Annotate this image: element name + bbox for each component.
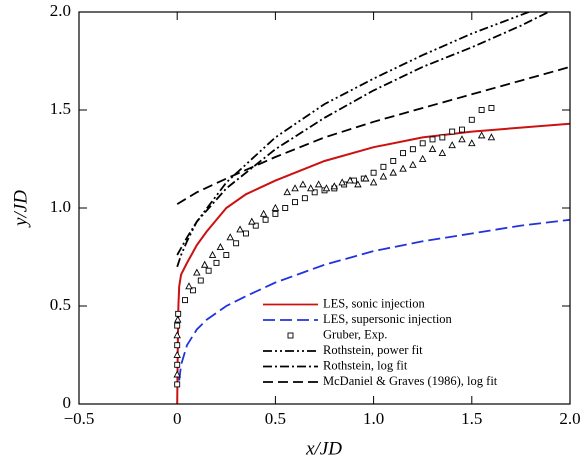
marker-square bbox=[282, 205, 289, 211]
y-tick-label: 0.5 bbox=[50, 295, 71, 314]
y-tick-label: 1.5 bbox=[50, 99, 71, 118]
marker-triangle bbox=[428, 145, 437, 153]
legend-marker bbox=[287, 332, 294, 339]
marker-triangle bbox=[468, 139, 476, 147]
series-line bbox=[178, 218, 570, 381]
marker-square bbox=[252, 222, 259, 229]
marker-square bbox=[292, 199, 298, 206]
legend-label: McDaniel & Graves (1986), log fit bbox=[323, 374, 498, 388]
marker-triangle bbox=[283, 188, 291, 196]
marker-triangle bbox=[271, 203, 280, 211]
x-tick-label: 1.0 bbox=[363, 409, 384, 428]
marker-square bbox=[242, 230, 249, 237]
series-line bbox=[176, 12, 549, 256]
x-tick-label: 2.0 bbox=[559, 409, 580, 428]
marker-triangle bbox=[477, 131, 486, 139]
plot-frame bbox=[78, 11, 571, 405]
marker-triangle bbox=[259, 209, 268, 217]
y-tick-label: 2.0 bbox=[50, 1, 71, 20]
marker-square bbox=[189, 287, 196, 294]
marker-square bbox=[233, 240, 240, 247]
marker-square bbox=[400, 150, 407, 157]
marker-triangle bbox=[226, 233, 234, 241]
marker-square bbox=[429, 136, 436, 143]
marker-triangle bbox=[174, 315, 182, 323]
marker-square bbox=[459, 126, 465, 133]
marker-square bbox=[390, 158, 397, 164]
x-tick-label: −0.5 bbox=[64, 409, 95, 428]
marker-triangle bbox=[346, 176, 354, 184]
marker-triangle bbox=[438, 148, 447, 156]
marker-triangle bbox=[193, 268, 201, 276]
marker-square bbox=[174, 342, 181, 349]
marker-triangle bbox=[200, 260, 209, 268]
marker-triangle bbox=[307, 184, 315, 192]
legend-label: Rothstein, power fit bbox=[323, 343, 423, 357]
marker-triangle bbox=[418, 154, 427, 162]
marker-triangle bbox=[236, 225, 244, 233]
marker-square bbox=[380, 163, 387, 170]
x-tick-label: 1.5 bbox=[461, 409, 482, 428]
marker-triangle bbox=[361, 174, 370, 182]
marker-square bbox=[409, 146, 416, 153]
y-tick-label: 1.0 bbox=[50, 197, 71, 216]
marker-square bbox=[197, 277, 204, 284]
marker-square bbox=[223, 252, 230, 258]
marker-square bbox=[439, 134, 446, 141]
marker-triangle bbox=[448, 141, 456, 149]
x-tick-label: 0 bbox=[173, 409, 182, 428]
marker-triangle bbox=[389, 168, 397, 176]
marker-triangle bbox=[173, 331, 181, 339]
marker-square bbox=[488, 105, 495, 111]
marker-square bbox=[301, 195, 308, 202]
marker-triangle bbox=[322, 184, 331, 192]
marker-square bbox=[272, 210, 279, 217]
legend-label: LES, supersonic injection bbox=[323, 312, 453, 326]
series-line bbox=[176, 12, 530, 268]
marker-triangle bbox=[208, 250, 217, 258]
marker-square bbox=[449, 128, 456, 135]
marker-triangle bbox=[354, 180, 362, 188]
marker-triangle bbox=[216, 243, 225, 251]
marker-triangle bbox=[399, 164, 407, 172]
marker-square bbox=[205, 267, 212, 274]
marker-square bbox=[174, 361, 181, 368]
marker-triangle bbox=[369, 178, 378, 186]
marker-square bbox=[174, 322, 181, 329]
marker-square bbox=[419, 140, 426, 147]
series-line bbox=[176, 122, 570, 404]
legend-label: Gruber, Exp. bbox=[323, 327, 387, 341]
marker-triangle bbox=[379, 172, 388, 180]
legend-label: LES, sonic injection bbox=[323, 296, 425, 310]
marker-square bbox=[213, 259, 220, 266]
x-axis-label: x/JD bbox=[305, 438, 342, 459]
marker-square bbox=[370, 169, 377, 176]
marker-square bbox=[174, 381, 181, 388]
marker-triangle bbox=[291, 184, 299, 192]
marker-triangle bbox=[487, 133, 496, 141]
marker-triangle bbox=[248, 217, 256, 225]
series-line bbox=[176, 66, 570, 205]
marker-triangle bbox=[330, 182, 339, 190]
marker-triangle bbox=[338, 178, 346, 186]
y-axis-label: y/JD bbox=[10, 190, 31, 228]
marker-triangle bbox=[299, 180, 307, 188]
marker-square bbox=[311, 189, 318, 196]
marker-triangle bbox=[458, 135, 466, 143]
marker-square bbox=[182, 297, 189, 304]
legend-label: Rothstein, log fit bbox=[323, 358, 408, 372]
marker-triangle bbox=[173, 350, 181, 358]
marker-triangle bbox=[173, 370, 181, 378]
y-tick-label: 0 bbox=[63, 393, 72, 412]
x-tick-label: 0.5 bbox=[265, 409, 286, 428]
marker-square bbox=[468, 116, 475, 123]
marker-triangle bbox=[314, 180, 323, 188]
marker-square bbox=[478, 107, 485, 113]
marker-square bbox=[175, 310, 182, 317]
marker-square bbox=[262, 216, 269, 223]
marker-triangle bbox=[185, 282, 193, 290]
marker-triangle bbox=[409, 160, 417, 168]
